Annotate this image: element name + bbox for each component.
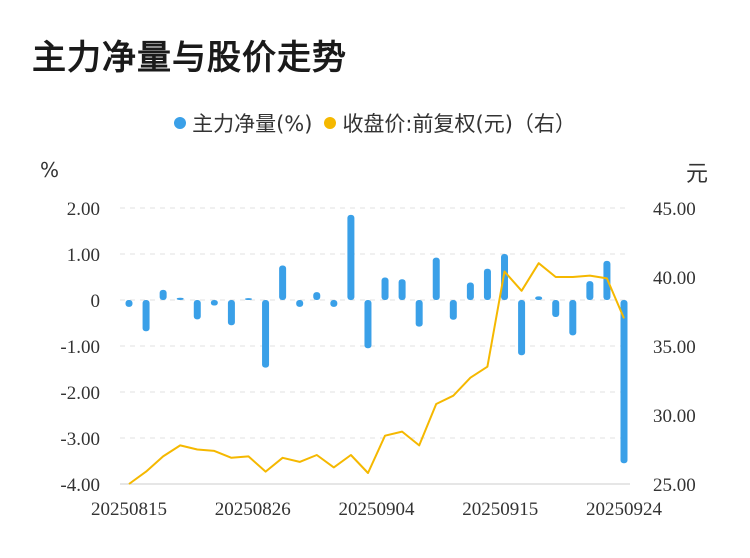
x-tick-label: 20250904: [339, 499, 416, 520]
bar-net-volume: [142, 300, 150, 332]
bar-net-volume: [432, 257, 440, 300]
bar-net-volume: [620, 300, 628, 464]
legend-dot-bar: [174, 117, 187, 129]
bar-net-volume: [193, 300, 201, 320]
left-axis-unit: %: [40, 158, 60, 182]
bar-net-volume: [296, 300, 304, 307]
right-tick-label: 35.00: [653, 337, 696, 358]
chart-title: 主力净量与股价走势: [32, 38, 347, 78]
line-close-price: [128, 262, 625, 485]
bar-net-volume: [381, 277, 389, 300]
bar-net-volume: [125, 300, 133, 307]
bar-net-volume: [330, 300, 338, 307]
bar-net-volume: [518, 300, 526, 356]
left-tick-label: 0: [91, 291, 101, 312]
bar-net-volume: [210, 300, 218, 306]
bar-net-volume: [569, 300, 577, 336]
legend-label-close-price: 收盘价:前复权(元)（右）: [342, 112, 576, 136]
left-tick-label: 2.00: [67, 199, 100, 220]
right-tick-label: 45.00: [653, 199, 696, 220]
bar-net-volume: [279, 265, 287, 300]
x-tick-label: 20250815: [91, 499, 167, 520]
bar-net-volume: [244, 298, 252, 300]
bar-net-volume: [466, 282, 474, 300]
bar-net-volume: [586, 281, 594, 300]
bar-net-volume: [159, 289, 167, 300]
x-tick-label: 20250826: [215, 499, 291, 520]
right-tick-label: 30.00: [653, 406, 696, 427]
left-tick-label: -3.00: [60, 429, 100, 450]
bar-net-volume: [347, 214, 355, 300]
bar-net-volume: [313, 292, 321, 300]
bar-net-volume: [552, 300, 560, 318]
bar-net-volume: [483, 268, 491, 300]
right-tick-label: 40.00: [653, 268, 696, 289]
bar-net-volume: [364, 300, 372, 349]
bar-net-volume: [262, 300, 270, 368]
legend-label-net-volume: 主力净量(%): [192, 112, 313, 136]
left-tick-label: 1.00: [67, 245, 100, 266]
right-axis-unit: 元: [685, 162, 708, 187]
x-tick-label: 20250915: [462, 499, 538, 520]
left-tick-label: -1.00: [60, 337, 100, 358]
bar-net-volume: [535, 296, 543, 300]
bar-net-volume: [398, 279, 406, 300]
bar-net-volume: [176, 297, 184, 300]
bar-net-volume: [415, 300, 423, 327]
bar-net-volume: [449, 300, 457, 320]
right-tick-label: 25.00: [653, 475, 696, 496]
legend-item-net-volume[interactable]: 主力净量(%): [174, 108, 312, 138]
legend-dot-line: [324, 117, 337, 129]
bar-net-volume: [227, 300, 235, 326]
legend-item-close-price[interactable]: 收盘价:前复权(元)（右）: [324, 108, 576, 138]
left-tick-label: -2.00: [60, 383, 100, 404]
x-tick-label: 20250924: [586, 499, 663, 520]
legend: 主力净量(%) 收盘价:前复权(元)（右）: [0, 108, 750, 138]
left-tick-label: -4.00: [60, 475, 100, 496]
